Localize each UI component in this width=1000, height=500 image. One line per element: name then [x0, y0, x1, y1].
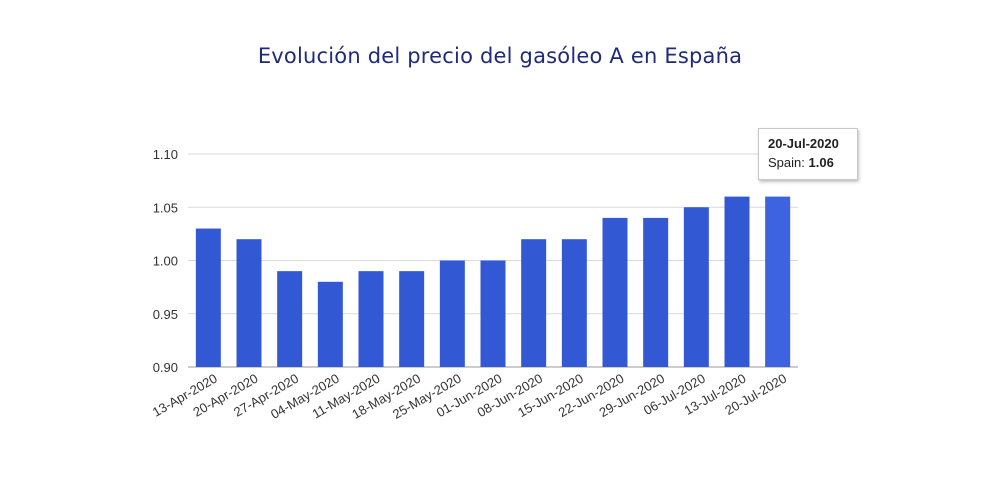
bar[interactable]: [439, 260, 465, 368]
bar[interactable]: [317, 281, 343, 367]
bar[interactable]: [399, 271, 425, 367]
bar[interactable]: [277, 271, 303, 367]
y-tick-label: 1.10: [153, 147, 178, 162]
y-tick-label: 0.90: [153, 360, 178, 375]
y-tick-label: 0.95: [153, 307, 178, 322]
bar[interactable]: [480, 260, 506, 368]
y-tick-label: 1.00: [153, 254, 178, 269]
bar[interactable]: [643, 217, 669, 367]
bar[interactable]: [561, 239, 587, 367]
bar[interactable]: [236, 239, 262, 367]
bar[interactable]: [195, 228, 221, 367]
bars: [195, 196, 791, 368]
tooltip-series-label: Spain:: [768, 155, 805, 170]
tooltip: 20-Jul-2020 Spain: 1.06: [758, 128, 858, 180]
chart-title: Evolución del precio del gasóleo A en Es…: [257, 44, 743, 68]
bar[interactable]: [358, 271, 384, 367]
bar[interactable]: [683, 207, 709, 367]
tooltip-value: 1.06: [808, 155, 834, 170]
bar[interactable]: [602, 217, 628, 367]
bar[interactable]: [724, 196, 750, 367]
bar[interactable]: [765, 196, 791, 367]
tooltip-date: 20-Jul-2020: [768, 136, 839, 151]
y-axis-ticks: 0.90 0.95 1.00 1.05 1.10: [153, 147, 178, 375]
x-axis-ticks: 13-Apr-202020-Apr-202027-Apr-202004-May-…: [150, 371, 789, 422]
bar[interactable]: [521, 239, 547, 367]
y-tick-label: 1.05: [153, 200, 178, 215]
